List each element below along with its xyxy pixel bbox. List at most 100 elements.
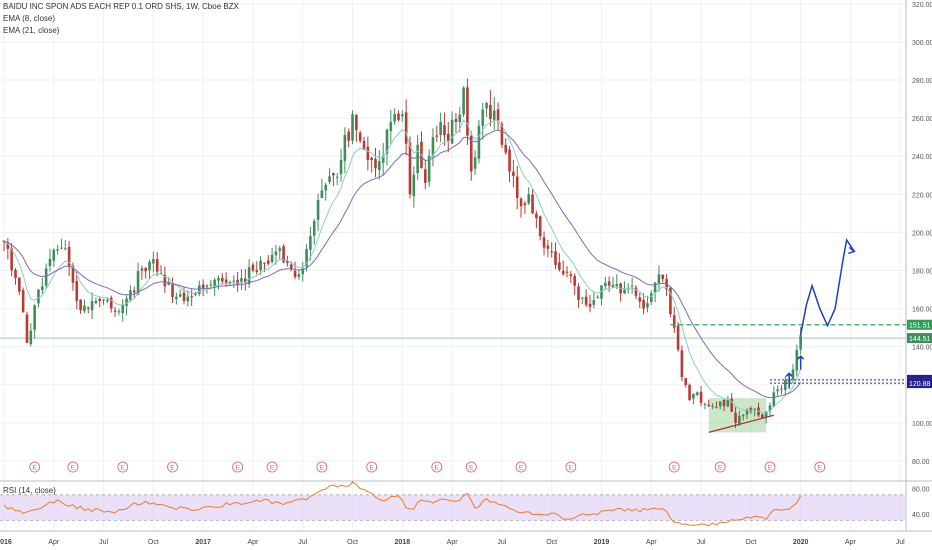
candle-body xyxy=(83,305,86,312)
candle xyxy=(328,168,331,185)
earnings-circle xyxy=(814,461,826,473)
breakout-arrow xyxy=(785,372,793,389)
candle-body xyxy=(772,392,776,407)
price-tick-label: 280.00 xyxy=(912,78,932,85)
candle-body xyxy=(680,350,684,378)
candle xyxy=(634,284,638,300)
candle-body xyxy=(435,135,439,137)
earnings-circle xyxy=(764,461,776,473)
candle-body xyxy=(538,216,542,237)
candle xyxy=(661,274,665,283)
candle-body xyxy=(688,384,691,400)
price-label-text: 151.51 xyxy=(909,323,931,330)
earnings-letter: E xyxy=(235,465,240,472)
earnings-marker: E xyxy=(117,461,129,473)
candle-body xyxy=(362,140,366,150)
candle-body xyxy=(79,299,82,311)
earnings-letter: E xyxy=(718,465,723,472)
candle-body xyxy=(535,213,538,219)
candle-body xyxy=(581,297,584,299)
candle xyxy=(33,304,36,339)
candle xyxy=(102,299,105,305)
ema-long-line xyxy=(3,129,801,399)
candle xyxy=(98,296,102,308)
candle xyxy=(711,403,714,410)
price-tick-label: 140.00 xyxy=(912,345,932,352)
earnings-marker: E xyxy=(431,461,443,473)
candle-body xyxy=(228,281,232,283)
candle-body xyxy=(523,203,527,206)
candle xyxy=(60,238,63,250)
candle xyxy=(695,391,699,396)
candle xyxy=(772,386,776,408)
time-tick-label: Apr xyxy=(247,539,259,546)
candle xyxy=(113,307,117,317)
candle-body xyxy=(416,144,419,174)
candle xyxy=(604,276,607,290)
candle xyxy=(523,200,527,214)
candle xyxy=(680,345,684,382)
candle-body xyxy=(508,149,511,172)
candle-body xyxy=(401,114,404,117)
candle-body xyxy=(431,137,435,156)
rsi-pane: 40.00 80.00 xyxy=(0,481,930,527)
candle xyxy=(611,276,615,288)
candle-body xyxy=(44,268,48,286)
candle xyxy=(79,299,82,314)
candle-body xyxy=(121,304,125,314)
earnings-marker: E xyxy=(814,461,826,473)
candle-body xyxy=(542,237,546,248)
time-tick-label: Jul xyxy=(298,539,307,546)
candle xyxy=(232,275,236,289)
earnings-circle xyxy=(266,461,278,473)
candle-body xyxy=(94,300,98,304)
candle xyxy=(676,321,680,352)
earnings-marker: E xyxy=(714,461,726,473)
candle-body xyxy=(339,160,343,174)
candle-body xyxy=(604,282,607,286)
candle-body xyxy=(707,404,711,406)
candle xyxy=(243,268,247,291)
candle-body xyxy=(768,405,772,411)
earnings-letter: E xyxy=(121,465,126,472)
candle-body xyxy=(646,303,649,308)
candle-body xyxy=(730,398,733,412)
ema-short-line xyxy=(3,119,802,414)
candle xyxy=(791,364,795,384)
candle-body xyxy=(109,297,113,309)
earnings-marker: E xyxy=(668,461,680,473)
candle-body xyxy=(129,290,132,301)
candle xyxy=(148,259,151,280)
candle-body xyxy=(741,415,745,417)
candle xyxy=(473,150,477,175)
candle xyxy=(761,413,764,419)
candle-body xyxy=(351,114,354,141)
candle-body xyxy=(784,380,787,390)
candle xyxy=(83,299,86,314)
candle-body xyxy=(573,275,576,286)
candle-body xyxy=(201,284,205,289)
earnings-letter: E xyxy=(320,465,325,472)
candle-body xyxy=(489,104,492,119)
candle-body xyxy=(519,198,523,207)
earnings-circle xyxy=(465,461,477,473)
candle xyxy=(251,262,255,273)
candle-body xyxy=(309,236,312,250)
earnings-letter: E xyxy=(818,465,823,472)
candle-body xyxy=(500,123,504,145)
candle-body xyxy=(163,274,167,287)
earnings-letter: E xyxy=(469,465,474,472)
earnings-letter: E xyxy=(519,465,524,472)
candle xyxy=(607,276,611,292)
candle-body xyxy=(2,240,6,242)
candle-body xyxy=(117,311,121,313)
candle-body xyxy=(293,270,297,277)
candle xyxy=(768,402,772,417)
earnings-circle xyxy=(714,461,726,473)
candle xyxy=(515,165,519,210)
candle-body xyxy=(630,285,634,287)
candle xyxy=(274,245,278,265)
candle-body xyxy=(270,254,274,263)
candle xyxy=(152,251,155,273)
